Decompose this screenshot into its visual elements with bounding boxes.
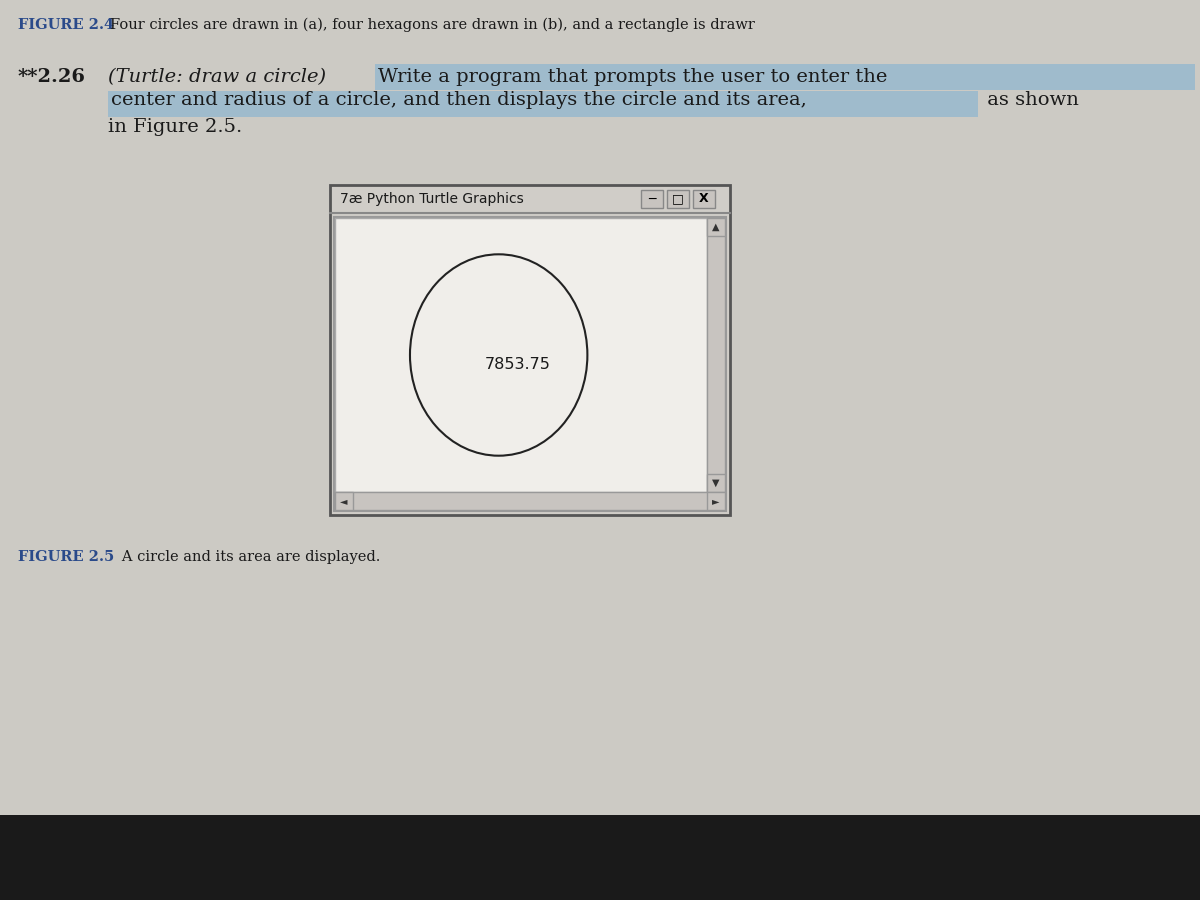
FancyBboxPatch shape bbox=[108, 91, 978, 117]
FancyBboxPatch shape bbox=[0, 815, 1200, 900]
Text: (Turtle: draw a circle): (Turtle: draw a circle) bbox=[108, 68, 326, 86]
FancyBboxPatch shape bbox=[335, 492, 353, 510]
FancyBboxPatch shape bbox=[707, 218, 725, 492]
Text: center and radius of a circle, and then displays the circle and its area,: center and radius of a circle, and then … bbox=[112, 91, 806, 109]
FancyBboxPatch shape bbox=[334, 217, 726, 511]
Text: in Figure 2.5.: in Figure 2.5. bbox=[108, 118, 242, 136]
Text: X: X bbox=[700, 193, 709, 205]
FancyBboxPatch shape bbox=[335, 492, 725, 510]
Text: ►: ► bbox=[713, 496, 720, 506]
Text: Four circles are drawn in (a), four hexagons are drawn in (b), and a rectangle i: Four circles are drawn in (a), four hexa… bbox=[110, 18, 755, 32]
FancyBboxPatch shape bbox=[641, 190, 662, 208]
Text: ─: ─ bbox=[648, 193, 655, 205]
Text: **2.26: **2.26 bbox=[18, 68, 86, 86]
FancyBboxPatch shape bbox=[707, 492, 725, 510]
FancyBboxPatch shape bbox=[694, 190, 715, 208]
Text: ◄: ◄ bbox=[341, 496, 348, 506]
Text: 7853.75: 7853.75 bbox=[485, 357, 551, 372]
Text: Write a program that prompts the user to enter the: Write a program that prompts the user to… bbox=[378, 68, 887, 86]
Text: as shown: as shown bbox=[982, 91, 1079, 109]
Text: 7æ Python Turtle Graphics: 7æ Python Turtle Graphics bbox=[340, 192, 523, 206]
Text: FIGURE 2.5: FIGURE 2.5 bbox=[18, 550, 114, 564]
Text: FIGURE 2.4: FIGURE 2.4 bbox=[18, 18, 114, 32]
Text: A circle and its area are displayed.: A circle and its area are displayed. bbox=[108, 550, 380, 564]
Text: □: □ bbox=[672, 193, 684, 205]
FancyBboxPatch shape bbox=[667, 190, 689, 208]
Ellipse shape bbox=[410, 255, 587, 455]
FancyBboxPatch shape bbox=[330, 185, 730, 515]
FancyBboxPatch shape bbox=[374, 64, 1195, 90]
FancyBboxPatch shape bbox=[335, 218, 707, 492]
FancyBboxPatch shape bbox=[707, 218, 725, 236]
FancyBboxPatch shape bbox=[707, 474, 725, 492]
Text: ▲: ▲ bbox=[713, 222, 720, 232]
Text: ▼: ▼ bbox=[713, 478, 720, 488]
